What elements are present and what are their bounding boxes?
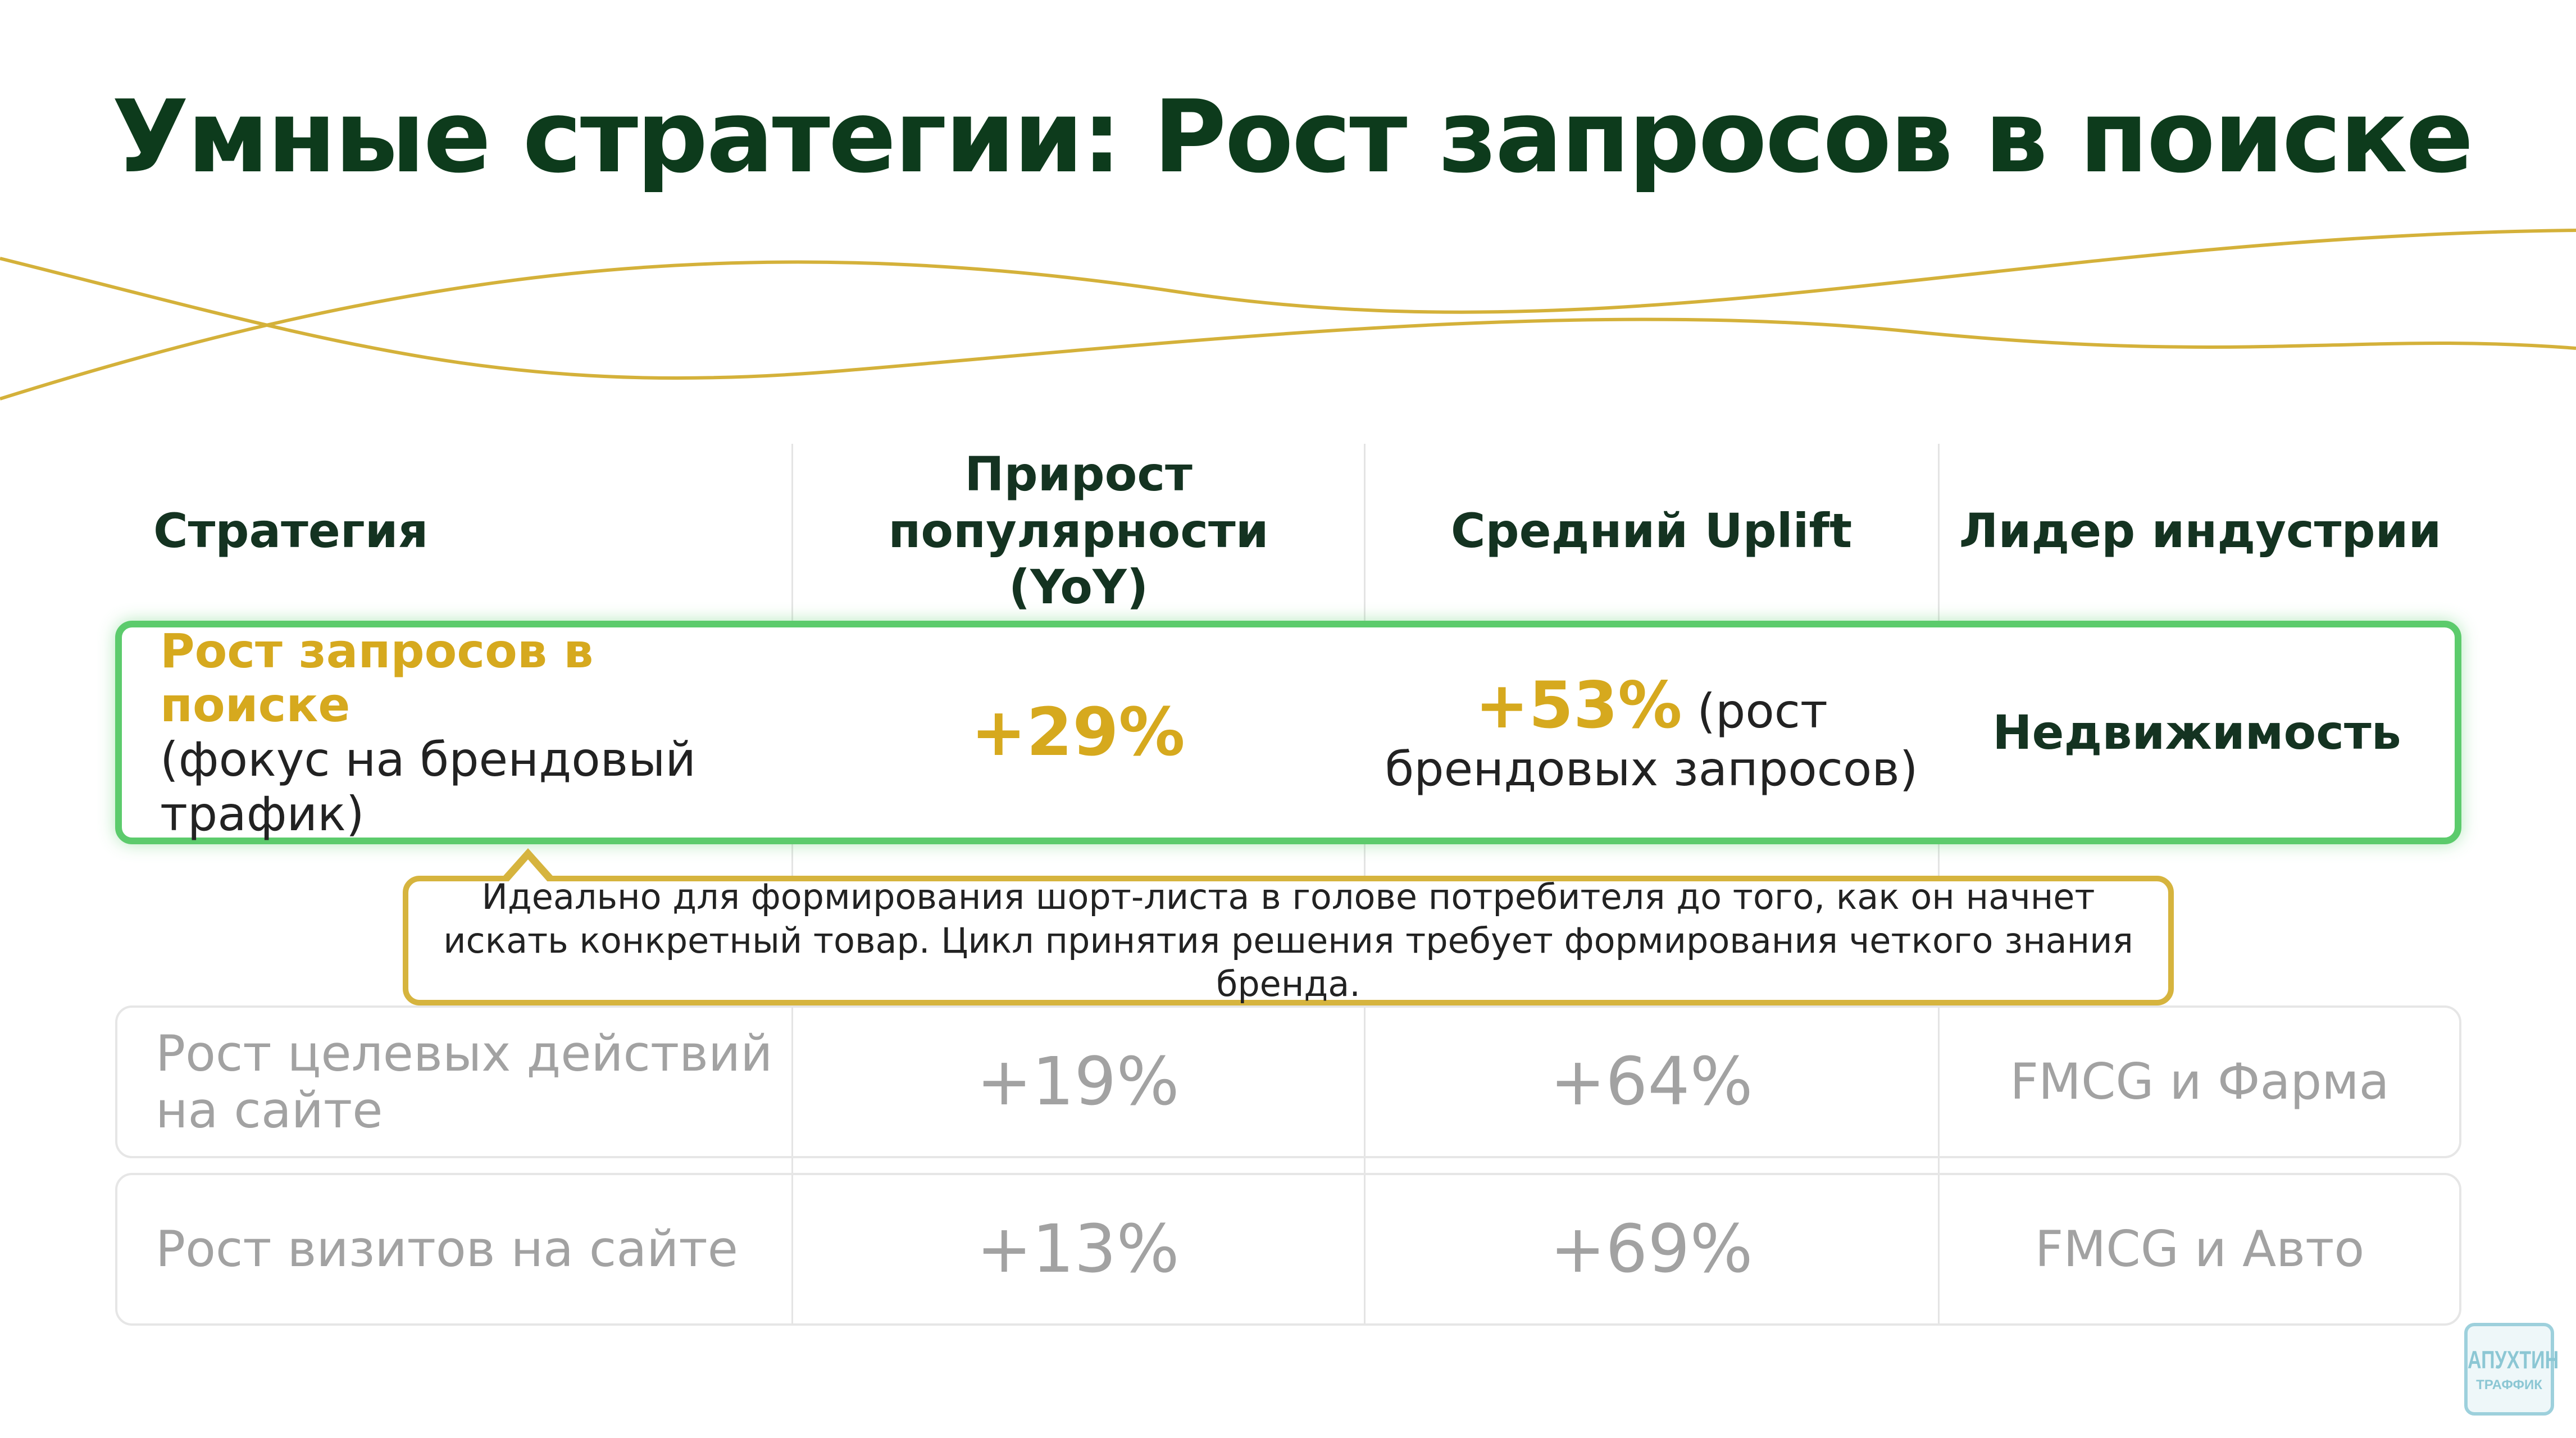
- table-row[interactable]: Рост целевых действий на сайте +19% +64%…: [115, 1005, 2461, 1158]
- leader-value: FMCG и Фарма: [2010, 1053, 2390, 1111]
- leader-value: Недвижимость: [1992, 704, 2401, 760]
- uplift-note: (рост брендовых запросов): [1385, 684, 1918, 797]
- strategy-title: Рост запросов в поиске: [160, 623, 594, 733]
- header-uplift: Средний Uplift: [1450, 503, 1853, 558]
- tooltip: Идеально для формирования шорт-листа в г…: [403, 876, 2174, 1005]
- table-row-highlighted[interactable]: Рост запросов в поиске (фокус на брендов…: [115, 621, 2461, 844]
- tooltip-pointer-fill: [507, 859, 549, 883]
- strategy-name: Рост целевых действий на сайте: [156, 1024, 773, 1139]
- header-growth: Прирост популярности (YoY): [888, 446, 1269, 615]
- logo-text-line1: АПУХТИН: [2468, 1346, 2559, 1375]
- uplift-value: +64%: [1550, 1043, 1753, 1121]
- header-strategy: Стратегия: [153, 503, 429, 558]
- table-row[interactable]: Рост визитов на сайте +13% +69% FMCG и А…: [115, 1173, 2461, 1326]
- brand-logo: АПУХТИН ТРАФФИК: [2464, 1323, 2559, 1416]
- uplift-value: +53%: [1475, 668, 1682, 743]
- wave-line: [0, 229, 2576, 401]
- growth-value: +13%: [976, 1210, 1180, 1288]
- strategy-note: (фокус на брендовый трафик): [160, 732, 697, 841]
- leader-value: FMCG и Авто: [2035, 1220, 2365, 1278]
- wave-line: [0, 257, 2576, 380]
- logo-text-line2: ТРАФФИК: [2476, 1377, 2542, 1393]
- decorative-waves: [0, 229, 2576, 401]
- uplift-value: +69%: [1550, 1210, 1753, 1288]
- header-leader: Лидер индустрии: [1959, 503, 2442, 558]
- strategy-name: Рост визитов на сайте: [156, 1220, 738, 1278]
- growth-value: +19%: [976, 1043, 1180, 1121]
- growth-value: +29%: [971, 693, 1185, 771]
- page-title: Умные стратегии: Рост запросов в поиске: [112, 79, 2474, 195]
